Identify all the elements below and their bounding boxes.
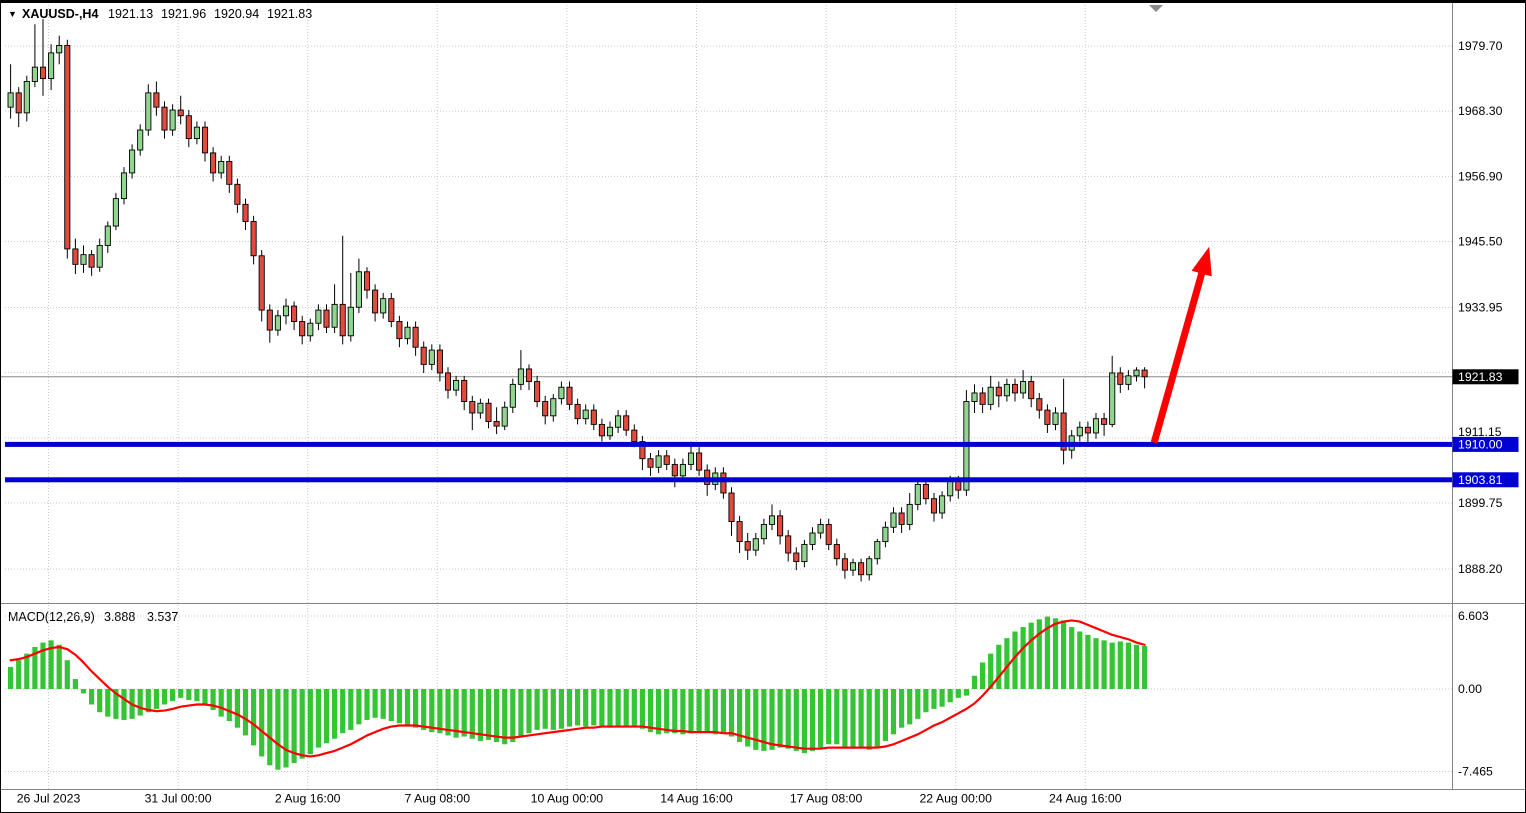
price-tick-label: 1979.70 <box>1458 39 1503 53</box>
macd-histogram <box>8 616 1148 770</box>
current-price-badge-bg <box>1452 369 1519 385</box>
support-price-badge: 1903.81 <box>1458 473 1503 487</box>
time-tick-label: 7 Aug 08:00 <box>404 792 470 806</box>
time-tick-label: 26 Jul 2023 <box>17 792 81 806</box>
support-price-badge-bg <box>1452 436 1519 452</box>
price-tick-label: 1956.90 <box>1458 169 1503 183</box>
trend-arrow[interactable] <box>1150 246 1212 444</box>
candlesticks <box>7 19 1148 582</box>
time-tick-label: 22 Aug 00:00 <box>919 792 992 806</box>
macd-label: MACD(12,26,9) <box>8 610 95 624</box>
macd-indicator-header: MACD(12,26,9) 3.888 3.537 <box>8 610 178 624</box>
symbol-header: ▼ XAUUSD-,H4 1921.13 1921.96 1920.94 192… <box>8 7 312 21</box>
current-price-badge: 1921.83 <box>1458 370 1503 384</box>
time-axis[interactable]: 26 Jul 2023 31 Jul 00:00 2 Aug 16:00 7 Aug … <box>17 792 1122 806</box>
macd-signal-line <box>9 619 1146 758</box>
macd-main-value: 3.888 <box>104 610 135 624</box>
time-tick-label: 31 Jul 00:00 <box>145 792 212 806</box>
price-tick-label: 1899.75 <box>1458 496 1503 510</box>
ohlc-low-value: 1920.94 <box>214 7 259 21</box>
price-tick-label: 1945.50 <box>1458 234 1503 248</box>
price-tick-label: 1968.30 <box>1458 104 1503 118</box>
chart-shift-marker-icon[interactable] <box>1149 5 1163 12</box>
price-tick-label: 1933.95 <box>1458 301 1503 315</box>
ohlc-high-value: 1921.96 <box>161 7 206 21</box>
time-tick-label: 24 Aug 16:00 <box>1049 792 1122 806</box>
support-line[interactable] <box>5 441 1452 447</box>
macd-signal-value: 3.537 <box>147 610 178 624</box>
time-tick-label: 17 Aug 08:00 <box>790 792 863 806</box>
time-tick-label: 2 Aug 16:00 <box>275 792 341 806</box>
macd-tick-label: 0.00 <box>1458 682 1482 696</box>
ohlc-open-value: 1921.13 <box>108 7 153 21</box>
grid-lines <box>5 5 1452 789</box>
time-tick-label: 10 Aug 00:00 <box>531 792 604 806</box>
symbol-expand-icon[interactable]: ▼ <box>8 9 17 19</box>
support-price-badge-bg <box>1452 472 1519 488</box>
macd-tick-label: -7.465 <box>1458 765 1493 779</box>
ohlc-close-value: 1921.83 <box>267 7 312 21</box>
price-tick-label: 1911.15 <box>1458 425 1502 439</box>
support-price-badge: 1910.00 <box>1458 438 1503 452</box>
macd-tick-label: 6.603 <box>1458 609 1489 623</box>
price-axis[interactable]: 1979.70 1968.30 1956.90 1945.50 1933.95 1911.… <box>1452 39 1519 779</box>
symbol-period-label: XAUUSD-,H4 <box>22 7 98 21</box>
price-tick-label: 1888.20 <box>1458 562 1503 576</box>
time-tick-label: 14 Aug 16:00 <box>660 792 733 806</box>
support-line[interactable] <box>5 477 1452 483</box>
